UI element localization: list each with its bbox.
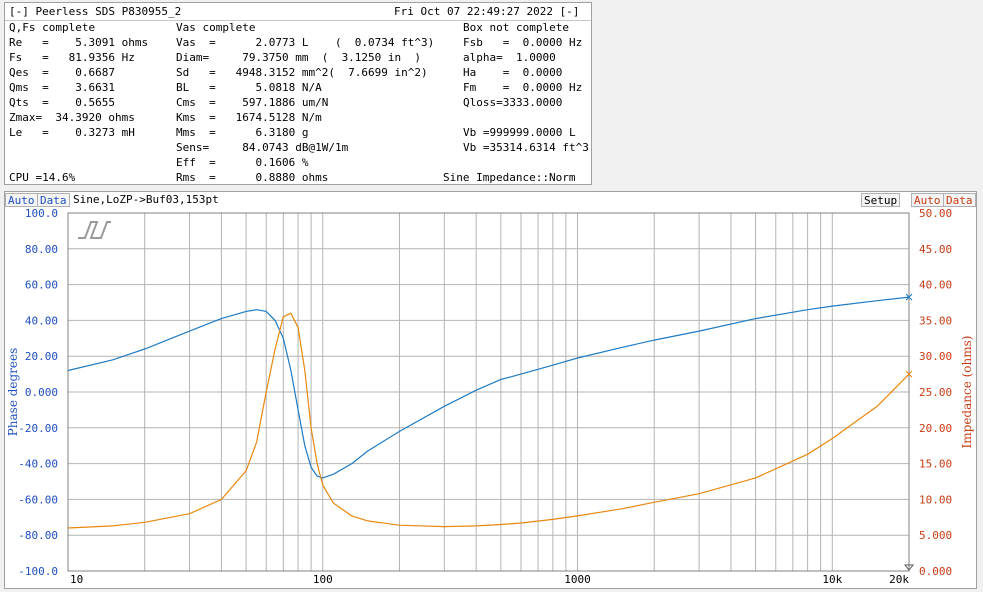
col1-row: Qes = 0.6687 [9, 66, 115, 79]
col3-row: alpha= 1.0000 [463, 51, 556, 64]
y-left-tick-label: 60.00 [25, 279, 58, 292]
x-tick-label: 20k [889, 573, 909, 586]
y-right-tick-label: 40.00 [919, 279, 952, 292]
x-tick-label: 10 [70, 573, 83, 586]
cursor-marker-icon [905, 370, 913, 378]
y-right-tick-label: 25.00 [919, 386, 952, 399]
col2-row: Sens= 84.0743 dB@1W/1m [176, 141, 349, 154]
y-right-tick-label: 35.00 [919, 314, 952, 327]
qfs-status: Q,Fs complete [9, 21, 96, 34]
y-right-tick-label: 10.00 [919, 493, 952, 506]
y-left-tick-label: 80.00 [25, 243, 58, 256]
box-status: Box not complete [463, 21, 569, 34]
y-left-tick-label: 100.0 [25, 207, 58, 220]
col2-row: Mms = 6.3180 g [176, 126, 309, 139]
col2-row: Rms = 0.8880 ohms [176, 171, 329, 184]
y-right-tick-label: 50.00 [919, 207, 952, 220]
y-left-tick-label: -80.00 [18, 529, 58, 542]
y-left-axis-label: Phase degrees [6, 348, 20, 437]
col2-row: Eff = 0.1606 % [176, 156, 309, 169]
header-divider [5, 20, 591, 21]
app-logo-icon [78, 221, 111, 239]
x-tick-label: 10k [822, 573, 842, 586]
y-left-tick-label: 0.000 [25, 386, 58, 399]
col2-row: Cms = 597.1886 um/N [176, 96, 329, 109]
y-left-tick-label: -60.00 [18, 493, 58, 506]
col3-row: Vb =35314.6314 ft^3 [463, 141, 589, 154]
y-left-tick-label: -20.00 [18, 422, 58, 435]
col2-row: Sd = 4948.3152 mm^2( 7.6699 in^2) [176, 66, 428, 79]
phase-series-line [67, 296, 910, 479]
col3-row: Vb =999999.0000 L [463, 126, 576, 139]
y-left-tick-label: 40.00 [25, 314, 58, 327]
impedance-series-line [67, 312, 910, 529]
datetime: Fri Oct 07 22:49:27 2022 [-] [394, 5, 580, 18]
cpu-usage: CPU =14.6% [9, 171, 76, 184]
y-right-tick-label: 45.00 [919, 243, 952, 256]
y-left-tick-label: -100.0 [18, 565, 58, 578]
y-right-tick-label: 0.000 [919, 565, 952, 578]
y-right-tick-label: 20.00 [919, 422, 952, 435]
col2-row: Vas = 2.0773 L ( 0.0734 ft^3) [176, 36, 435, 49]
graph-title: Sine,LoZP->Buf03,153pt [73, 193, 219, 206]
y-right-tick-label: 5.000 [919, 529, 952, 542]
x-tick-label: 1000 [564, 573, 591, 586]
plot-frame [67, 212, 910, 572]
col1-row: Re = 5.3091 ohms [9, 36, 149, 49]
data-right-button[interactable]: Data [943, 193, 976, 207]
auto-scale-left-button[interactable]: Auto [5, 193, 38, 207]
col1-row: Qms = 3.6631 [9, 81, 115, 94]
col1-row: Zmax= 34.3920 ohms [9, 111, 135, 124]
col1-row: Qts = 0.5655 [9, 96, 115, 109]
col2-row: Diam= 79.3750 mm ( 3.1250 in ) [176, 51, 422, 64]
impedance-phase-chart: 100.0 80.00 60.00 40.00 20.00 0.000 -20.00 -40.… [6, 207, 974, 586]
y-right-tick-label: 30.00 [919, 350, 952, 363]
measurement-mode: Sine Impedance::Norm [443, 171, 576, 184]
cursor-marker-icon [905, 293, 913, 301]
col2-row: Kms = 1674.5128 N/m [176, 111, 322, 124]
parameters-panel: [-] Peerless SDS P830955_2 Fri Oct 07 22… [4, 2, 592, 185]
col1-row: Fs = 81.9356 Hz [9, 51, 135, 64]
col3-row: Fm = 0.0000 Hz [463, 81, 583, 94]
y-right-axis-label: Impedance (ohms) [960, 336, 974, 449]
marker-arrow-icon [903, 564, 915, 571]
vas-status: Vas complete [176, 21, 256, 34]
data-left-button[interactable]: Data [37, 193, 70, 207]
graph-panel: 100.0 80.00 60.00 40.00 20.00 0.000 -20.00 -40.… [4, 191, 977, 589]
y-left-tick-label: 20.00 [25, 350, 58, 363]
col1-row: Le = 0.3273 mH [9, 126, 135, 139]
col2-row: BL = 5.0818 N/A [176, 81, 322, 94]
col3-row: Fsb = 0.0000 Hz [463, 36, 583, 49]
col3-row: Ha = 0.0000 [463, 66, 563, 79]
y-left-tick-label: -40.00 [18, 458, 58, 471]
y-right-tick-label: 15.00 [919, 458, 952, 471]
col3-row: Qloss=3333.0000 [463, 96, 563, 109]
window-title[interactable]: [-] Peerless SDS P830955_2 [9, 5, 182, 18]
auto-scale-right-button[interactable]: Auto [911, 193, 944, 207]
x-tick-label: 100 [313, 573, 333, 586]
setup-button[interactable]: Setup [861, 193, 901, 207]
